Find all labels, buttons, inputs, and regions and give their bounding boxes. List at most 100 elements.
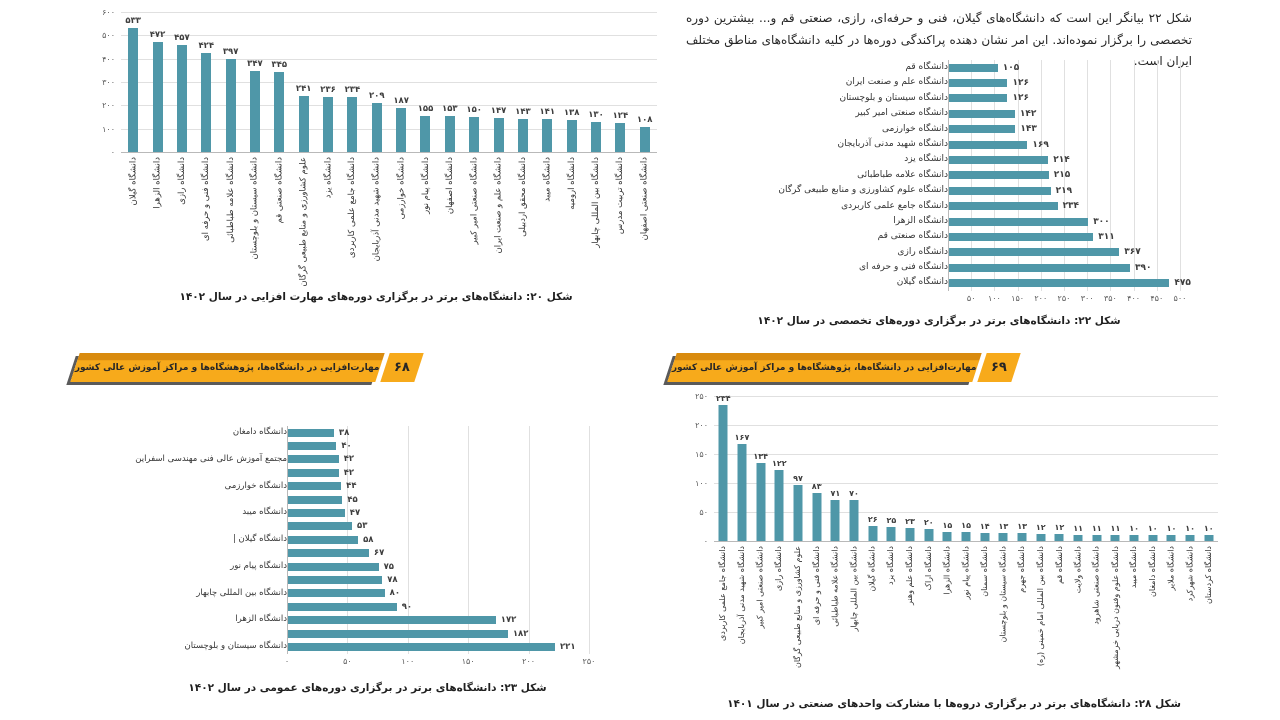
bar-value-label: ۱۷۲ [500, 615, 517, 626]
category-label: دانشگاه شهید مدنی آذربایجان [837, 138, 948, 149]
x-tick-label: ۵۰ [343, 656, 352, 666]
figure-22-plot: دانشگاه قم دانشگاه علم و صنعت ایران دانشگا… [686, 60, 1192, 305]
category-label: دانشگاه خوارزمی [224, 480, 287, 491]
figure-20-caption: شکل ۲۰: دانشگاه‌های برتر در برگزاری دوره… [179, 291, 573, 303]
plot-area: ۱۰۵ ۱۲۶ ۱۲۶ ۱۴۲ ۱۴۳ ۱۶۹ ۲۱۴ ۲۱۵ ۲۱۹ ۲۳۴ ۳۰۰ ۳۱۱ ۳۶۷ ۳… [948, 60, 1191, 291]
bar [288, 455, 339, 464]
gridline [714, 396, 1218, 397]
bar [152, 41, 163, 152]
x-label-slot: دانشگاه الزهرا [938, 542, 957, 692]
category-label: دانشگاه محقق اردبیلی [517, 157, 528, 237]
x-label-slot: دانشگاه علوم وفنون دریایی خرمشهر [1106, 542, 1125, 692]
category-label: دانشگاه الزهرا [152, 157, 163, 209]
page-number: ۶۸ [393, 360, 410, 375]
x-label-slot: دانشگاه سیستان و بلوچستان [243, 153, 267, 285]
bar-value-label: ۷۱ [830, 488, 841, 498]
x-label-slot: دانشگاه صنعتی امیر کبیر [751, 542, 770, 692]
bar-row: ۱۷۲ [288, 613, 590, 626]
x-label-slot: دانشگاه شهرکرد [1181, 542, 1200, 692]
x-label-slot: دانشگاه میبد [535, 153, 559, 285]
bar [591, 121, 601, 152]
category-label: دانشگاه جامع علمی کاربردی [347, 157, 358, 258]
bar [949, 217, 1089, 226]
x-label-slot: دانشگاه صنعتی شاهرود [1087, 542, 1106, 692]
intro-paragraph: شکل ۲۲ بیانگر این است که دانشگاه‌های گیل… [686, 11, 1192, 69]
bar-slot: ۱۳ [994, 396, 1013, 541]
bar [347, 97, 358, 152]
bar-slot: ۲۳۶ [316, 12, 340, 152]
bar-row: ۵۸ [288, 533, 590, 546]
bar [615, 123, 626, 152]
chart-body: دانشگاه قم دانشگاه علم و صنعت ایران دانشگا… [686, 60, 1192, 291]
bar-value-label: ۱۴ [979, 521, 990, 531]
bar-slot: ۱۵ [938, 396, 957, 541]
category-label: دانشگاه سمنان [979, 546, 989, 597]
bar [718, 405, 728, 541]
y-tick-label: ۱۰۰ [695, 479, 708, 488]
bar-value-label: ۱۳۴ [753, 452, 768, 462]
x-label-slot: دانشگاه تربیت مدرس [608, 153, 632, 285]
x-label-slot: دانشگاه سیستان و بلوچستان [994, 542, 1013, 692]
gridline [121, 105, 657, 107]
x-label-slot: دانشگاه بین المللی چابهار [845, 542, 864, 692]
category-label: دانشگاه یزد [886, 546, 896, 585]
bar-row: ۱۶۹ [949, 137, 1181, 152]
category-label: دانشگاه دامغان [232, 427, 287, 437]
bars-row: ۲۳۴ ۱۶۷ ۱۳۴ ۱۲۲ ۹۷ ۸۳ ۷۱ ۷۰ ۲۶ ۲۵ ۲۳ ۲۰ ۱۵ ۱۵ ۱۴ ۱۳ ۱۳ ۱۲… [714, 394, 1218, 541]
category-label: دانشگاه بین المللی امام خمینی (ره) [1035, 546, 1045, 667]
category-label: دانشگاه جامع علمی کاربردی [718, 546, 728, 642]
category-label: دانشگاه صنعتی امیر کبیر [755, 546, 765, 629]
bar [323, 96, 334, 152]
bar-value-label: ۱۵۳ [442, 104, 458, 115]
bar [288, 629, 508, 638]
bar-value-label: ۵۳ [357, 521, 368, 532]
x-tick-label: ۴۰۰ [1127, 293, 1141, 303]
category-label: مجتمع آموزش عالی فنی مهندسی اسفراین [135, 453, 287, 464]
bar-slot: ۹۷ [789, 396, 808, 541]
y-tick-label: ۰ [110, 148, 115, 157]
category-label: دانشگاه سیستان و بلوچستان [184, 641, 287, 652]
category-label: دانشگاه پیام نور [230, 560, 287, 571]
gridline [121, 128, 657, 130]
x-axis-labels: دانشگاه گیلان دانشگاه الزهرا دانشگاه رازی د… [121, 153, 657, 287]
bar-value-label: ۳۴۷ [247, 59, 263, 70]
bar-slot: ۱۰ [1125, 396, 1144, 541]
x-label-slot: دانشگاه صنعتی قم [267, 153, 291, 285]
bar-row: ۲۳۴ [949, 199, 1181, 214]
category-label [75, 600, 287, 613]
bar-value-label: ۱۶۷ [734, 433, 750, 443]
x-label-slot: علوم کشاورزی و منابع طبیعی گرگان [292, 153, 316, 287]
bar-slot: ۳۹۷ [218, 12, 242, 152]
y-tick-label: ۲۵۰ [695, 392, 708, 401]
bar-value-label: ۱۳ [1017, 522, 1027, 532]
header-ribbon-label: مهارت‌افزایی در دانشگاه‌ها، پژوهشگاه‌ها … [75, 362, 380, 373]
bar [1129, 535, 1139, 541]
bar-slot: ۸۳ [807, 396, 826, 541]
chart-body: ۰ ۵۰ ۱۰۰ ۱۵۰ ۲۰۰ ۲۵۰ ۲۳۴ ۱۶۷ ۱۳۴ ۱۲۲ ۹۷ ۸۳ ۷۱ ۷۰ ۲۶ ۲۵ ۲… [690, 392, 1218, 546]
x-tick-label: ۳۵۰ [1103, 293, 1117, 303]
bar-value-label: ۱۴۲ [1019, 108, 1037, 119]
category-label: دانشگاه صنعتی امیر کبیر [855, 108, 948, 119]
bar [517, 118, 528, 152]
x-axis-labels: دانشگاه جامع علمی کاربردی دانشگاه شهید مد… [714, 542, 1218, 692]
bar [949, 140, 1028, 149]
category-label: دانشگاه رازی [774, 546, 784, 591]
bar [444, 116, 455, 152]
gridline [714, 512, 1218, 513]
bar [176, 45, 187, 152]
category-label: دانشگاه علامه طباطبائی [225, 157, 236, 243]
category-label: دانشگاه پیام نور [961, 546, 971, 600]
x-label-slot: دانشگاه ارومیه [559, 153, 583, 285]
bar-row: ۱۲۶ [949, 75, 1181, 90]
y-tick-label: ۰ [703, 537, 708, 546]
gridline [407, 426, 409, 654]
x-label-slot: دانشگاه رازی [170, 153, 194, 285]
figure-20-plot: ۰ ۱۰۰ ۲۰۰ ۳۰۰ ۴۰۰ ۵۰۰ ۶۰۰ ۵۳۳ ۴۷۲ ۴۵۷ ۴۲۴ ۳۹۷ ۳۴۷ ۳۴۵… [95, 8, 657, 287]
bar-value-label: ۸۰ [389, 588, 401, 599]
bar [949, 232, 1094, 241]
bar-value-label: ۲۴۱ [295, 83, 312, 94]
bar-row: ۳۹۰ [949, 260, 1181, 275]
bar-value-label: ۱۰ [1203, 524, 1214, 534]
category-label: دانشگاه میبد [242, 507, 287, 518]
bar [201, 53, 212, 152]
